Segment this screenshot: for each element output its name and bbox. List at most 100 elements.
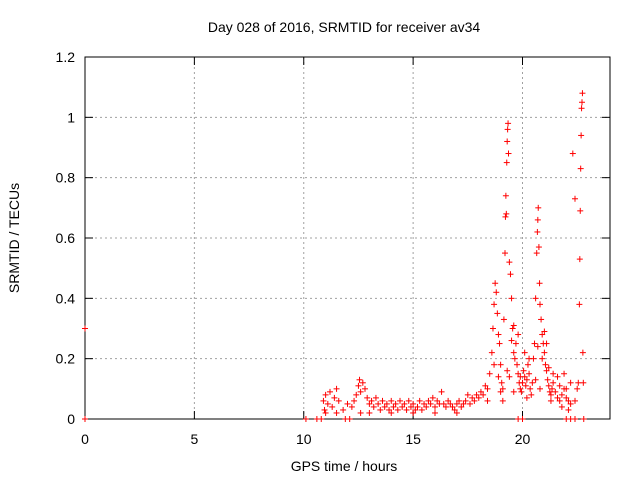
data-point — [469, 394, 476, 401]
data-point — [484, 397, 491, 404]
data-point — [302, 416, 309, 422]
data-point — [467, 400, 473, 407]
data-point — [412, 406, 419, 413]
data-point — [499, 385, 506, 392]
data-point — [574, 385, 581, 392]
data-point — [535, 204, 542, 211]
data-point — [521, 349, 528, 356]
data-point — [497, 361, 504, 368]
data-point — [541, 349, 548, 356]
data-point — [473, 391, 480, 398]
data-point — [377, 406, 384, 413]
data-point — [482, 382, 489, 389]
data-point — [554, 394, 561, 401]
data-point — [495, 373, 502, 380]
y-tick-label: 0 — [67, 411, 75, 427]
data-point — [529, 379, 536, 386]
data-point — [421, 400, 428, 407]
data-point — [504, 367, 511, 374]
data-point — [524, 361, 531, 368]
data-point — [543, 340, 550, 347]
data-point — [534, 228, 541, 235]
data-point — [388, 409, 395, 416]
data-point — [491, 361, 498, 368]
data-point — [510, 322, 517, 329]
data-point — [517, 373, 524, 380]
data-point — [484, 385, 491, 392]
data-point — [329, 403, 336, 410]
data-point — [519, 379, 526, 386]
data-point — [561, 385, 568, 392]
data-point — [572, 397, 578, 404]
data-point — [410, 409, 417, 416]
data-point — [515, 370, 522, 377]
chart-title: Day 028 of 2016, SRMTID for receiver av3… — [208, 19, 481, 35]
data-point — [545, 382, 552, 389]
data-point — [410, 400, 417, 407]
data-point — [492, 280, 499, 287]
data-point — [449, 403, 456, 410]
data-point — [535, 244, 542, 251]
data-point — [512, 340, 519, 347]
data-point — [322, 391, 329, 398]
y-tick-label: 0.4 — [56, 290, 76, 306]
x-axis: 0 5 10 15 20 — [81, 57, 530, 447]
data-point — [537, 385, 543, 392]
data-point — [509, 325, 516, 332]
data-points — [82, 90, 587, 422]
data-point — [366, 409, 373, 416]
data-point — [464, 391, 471, 398]
data-point — [572, 195, 578, 202]
data-point — [547, 397, 554, 404]
data-point — [344, 400, 351, 407]
data-point — [416, 397, 423, 404]
data-point — [558, 403, 565, 410]
data-point — [460, 400, 467, 407]
data-point — [432, 409, 438, 416]
data-point — [442, 403, 449, 410]
y-axis: 0 0.2 0.4 0.6 0.8 1 1.2 — [56, 49, 610, 427]
data-point — [357, 409, 364, 416]
data-point — [567, 400, 574, 407]
data-point — [537, 301, 543, 308]
data-point — [565, 406, 572, 413]
data-point — [403, 406, 410, 413]
data-point — [480, 391, 487, 398]
data-point — [579, 349, 586, 356]
data-point — [324, 400, 331, 407]
data-point — [549, 385, 556, 392]
data-point — [579, 90, 586, 97]
data-point — [577, 207, 584, 214]
data-point — [453, 400, 460, 407]
data-point — [321, 406, 328, 413]
data-point — [510, 349, 517, 356]
data-point — [346, 416, 353, 422]
data-point — [502, 192, 509, 199]
data-point — [563, 394, 570, 401]
y-tick-label: 1.2 — [56, 49, 76, 65]
data-point — [506, 373, 513, 380]
data-point — [477, 388, 484, 395]
data-point — [565, 397, 572, 404]
data-point — [514, 361, 521, 368]
data-point — [390, 403, 397, 410]
data-point — [407, 403, 414, 410]
data-point — [493, 289, 500, 296]
data-point — [381, 403, 388, 410]
data-point — [543, 367, 550, 374]
data-point — [578, 132, 585, 139]
data-point — [357, 388, 364, 395]
data-point — [547, 391, 554, 398]
data-point — [322, 409, 329, 416]
data-point — [550, 370, 557, 377]
data-point — [517, 385, 524, 392]
x-tick-label: 20 — [515, 431, 531, 447]
data-point — [333, 385, 340, 392]
data-point — [539, 331, 546, 338]
data-point — [453, 409, 460, 416]
data-point — [355, 382, 362, 389]
data-point — [425, 397, 432, 404]
data-point — [558, 391, 565, 398]
data-point — [440, 400, 447, 407]
grid — [85, 57, 610, 419]
